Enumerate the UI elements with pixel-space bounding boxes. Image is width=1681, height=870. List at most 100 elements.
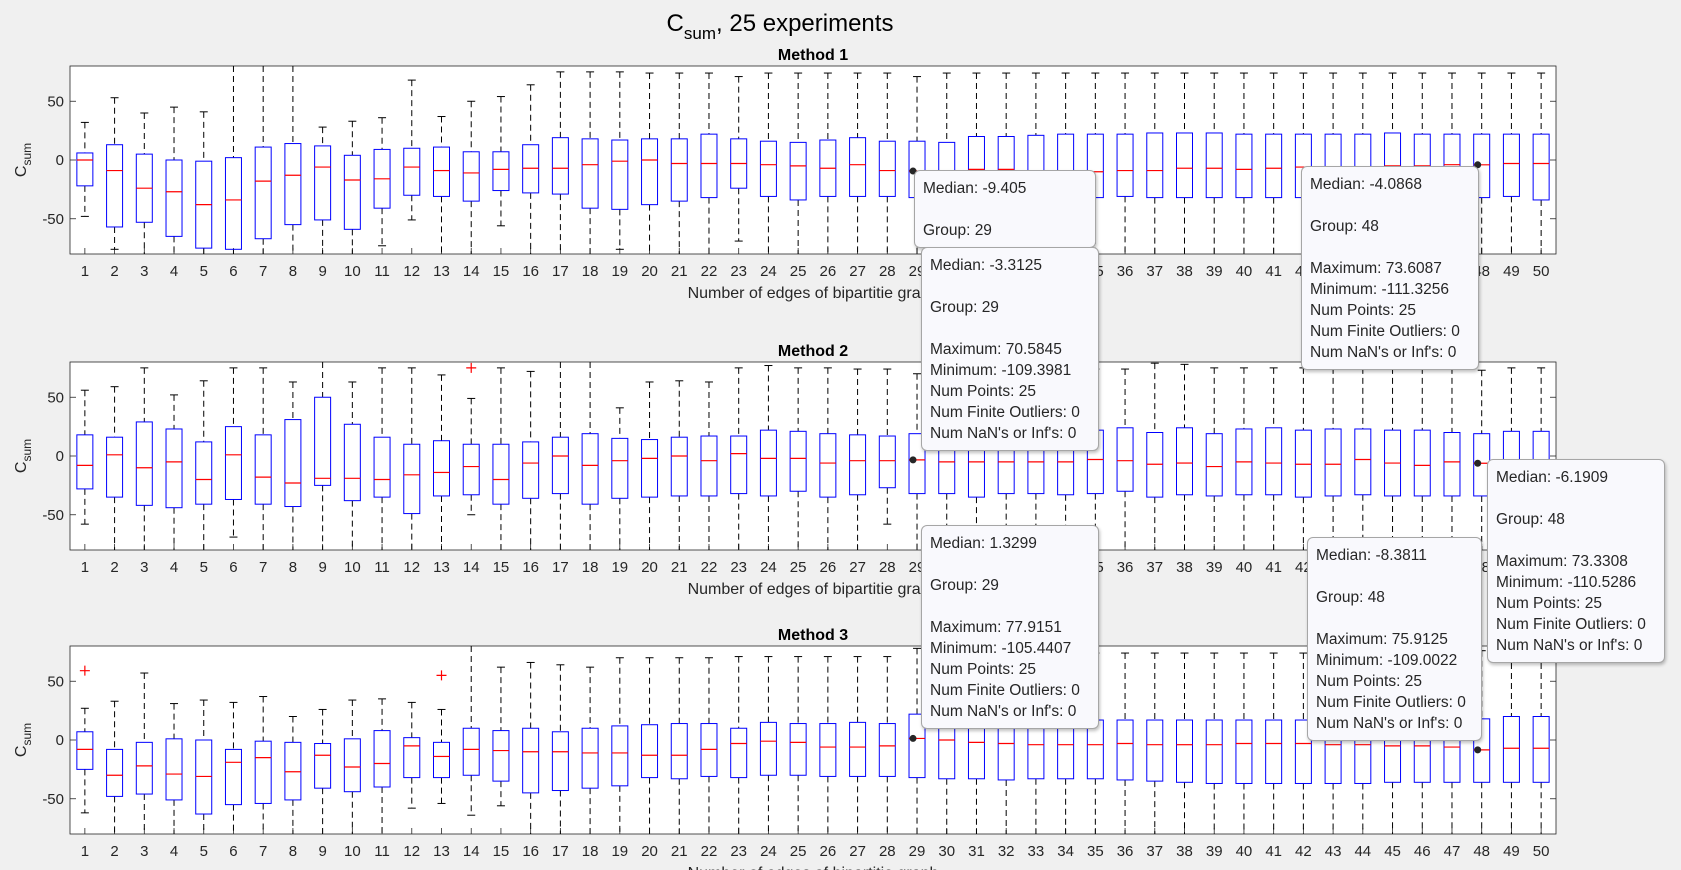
box-group-9	[314, 708, 332, 834]
datatip-line: Median: -4.0868	[1310, 176, 1423, 193]
datatip-line: Median: -8.3811	[1316, 547, 1427, 564]
x-tick-label: 23	[730, 559, 747, 576]
box-group-15	[492, 666, 510, 807]
box	[908, 713, 926, 779]
box-group-22	[700, 657, 718, 834]
box-group-18	[581, 666, 599, 834]
box-group-8	[284, 381, 302, 550]
box	[1532, 133, 1550, 201]
box	[462, 727, 480, 776]
box	[730, 435, 748, 495]
box	[611, 437, 629, 499]
x-tick-label: 24	[760, 843, 777, 860]
box-group-3	[135, 367, 153, 550]
x-tick-label: 7	[259, 263, 267, 280]
box	[789, 141, 807, 201]
datatip-m2-g48[interactable]: Median: -6.1909 Group: 48 Maximum: 73.3308…	[1487, 459, 1665, 663]
box-group-8	[284, 716, 302, 834]
box	[789, 430, 807, 492]
x-tick-label: 16	[522, 263, 539, 280]
x-tick-label: 48	[1473, 843, 1490, 860]
figure-title-subscript: sum	[684, 24, 716, 43]
box-group-6	[224, 66, 242, 254]
x-tick-label: 13	[433, 263, 450, 280]
box	[314, 743, 332, 789]
datatip-m1-g29[interactable]: Median: -9.405 Group: 29	[914, 170, 1096, 248]
x-tick-label: 46	[1414, 843, 1431, 860]
box	[224, 748, 242, 806]
datatip-m2-g29[interactable]: Median: -3.3125 Group: 29 Maximum: 70.5845…	[921, 247, 1099, 451]
box-group-10	[343, 381, 361, 550]
datatip-line: Maximum: 75.9125	[1316, 631, 1448, 648]
box	[1205, 719, 1223, 784]
box-group-27	[849, 368, 867, 550]
x-tick-label: 3	[140, 263, 148, 280]
box-group-12	[403, 701, 421, 809]
x-tick-label: 16	[522, 843, 539, 860]
datatip-line: Minimum: -105.4407	[930, 640, 1072, 657]
box-group-25	[789, 656, 807, 834]
x-tick-label: 30	[938, 843, 955, 860]
y-axis-label: Csum	[13, 143, 34, 177]
box	[492, 443, 510, 505]
y-tick-label: 0	[56, 732, 64, 749]
box-group-22	[700, 381, 718, 550]
datatip-line: Minimum: -111.3256	[1310, 281, 1449, 298]
box	[908, 433, 926, 495]
box-group-36	[1116, 368, 1134, 550]
x-tick-label: 37	[1146, 559, 1163, 576]
datatip-spacer	[1496, 488, 1656, 509]
box-group-1	[76, 707, 94, 814]
box-group-21	[670, 72, 688, 254]
box	[759, 429, 777, 497]
box	[135, 421, 153, 506]
x-tick-label: 29	[909, 843, 926, 860]
datatip-m3-g48[interactable]: Median: -8.3811 Group: 48 Maximum: 75.9125…	[1307, 537, 1482, 741]
box-group-18	[581, 362, 599, 550]
box-group-10	[343, 120, 361, 254]
datatip-m3-g29[interactable]: Median: 1.3299 Group: 29 Maximum: 77.9151 M…	[921, 525, 1099, 729]
box	[1116, 427, 1134, 492]
datatip-line: Minimum: -109.3981	[930, 362, 1072, 379]
x-tick-label: 20	[641, 559, 658, 576]
box	[551, 731, 569, 792]
x-tick-label: 38	[1176, 843, 1193, 860]
x-tick-label: 5	[200, 843, 208, 860]
x-axis-label: Number of edges of bipartitie graph	[688, 865, 939, 870]
x-tick-label: 42	[1295, 843, 1312, 860]
box-group-4	[165, 106, 183, 254]
x-tick-label: 28	[879, 559, 896, 576]
x-tick-label: 20	[641, 263, 658, 280]
box	[670, 723, 688, 780]
box-group-21	[670, 380, 688, 550]
x-tick-label: 7	[259, 843, 267, 860]
box	[759, 721, 777, 776]
x-tick-label: 4	[170, 263, 178, 280]
box-group-40	[1235, 652, 1253, 834]
box-group-14	[462, 100, 480, 254]
x-tick-label: 27	[849, 559, 866, 576]
outlier-marker	[436, 670, 447, 681]
box-group-38	[1176, 363, 1193, 550]
box	[819, 723, 837, 777]
box	[1235, 133, 1253, 199]
x-tick-label: 35	[1087, 843, 1104, 860]
x-tick-label: 19	[611, 263, 628, 280]
box-group-25	[789, 72, 807, 254]
box-group-2	[106, 386, 124, 550]
x-tick-label: 13	[433, 559, 450, 576]
box	[1502, 133, 1520, 197]
box	[224, 157, 242, 250]
x-tick-label: 26	[820, 559, 837, 576]
outlier-marker	[466, 362, 477, 373]
box-group-39	[1205, 72, 1223, 254]
x-tick-label: 17	[552, 263, 569, 280]
box-group-36	[1116, 652, 1134, 834]
box	[433, 440, 450, 497]
outlier-marker	[79, 665, 90, 676]
datatip-line: Num Finite Outliers: 0	[930, 404, 1080, 421]
datatip-m1-g48[interactable]: Median: -4.0868 Group: 48 Maximum: 73.6087…	[1301, 166, 1479, 370]
box	[551, 436, 569, 495]
box-group-17	[551, 362, 569, 550]
x-tick-label: 24	[760, 559, 777, 576]
